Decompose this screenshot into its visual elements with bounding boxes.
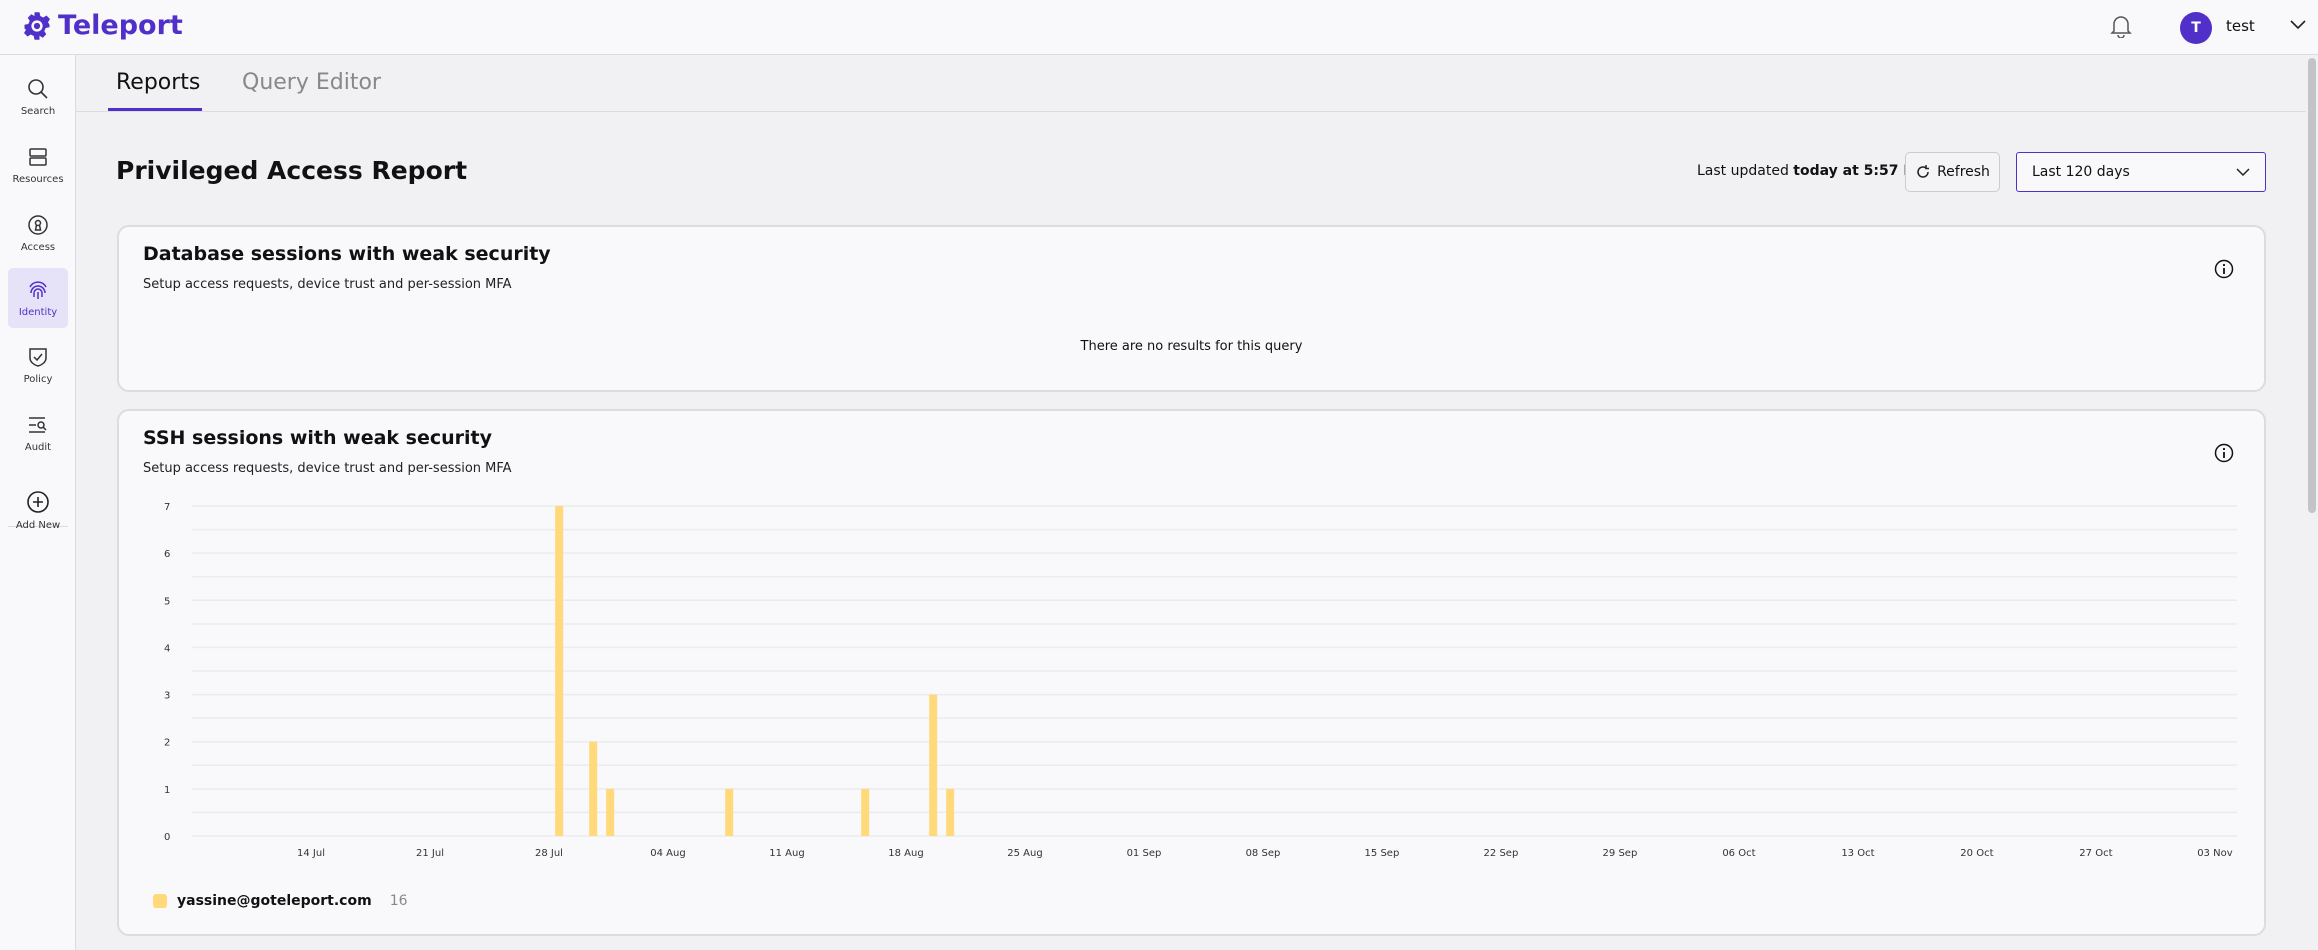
- last-updated-prefix: Last updated: [1697, 163, 1789, 179]
- x-tick-label: 28 Jul: [535, 848, 563, 859]
- sidebar-item-label: Identity: [18, 306, 58, 318]
- card-subtitle: Setup access requests, device trust and …: [143, 277, 512, 292]
- x-tick-label: 29 Sep: [1603, 848, 1638, 859]
- sidebar-item-audit[interactable]: Audit: [8, 403, 68, 463]
- x-tick-label: 18 Aug: [888, 848, 923, 859]
- bell-icon[interactable]: [2110, 14, 2132, 38]
- y-tick-label: 2: [164, 738, 170, 749]
- refresh-label: Refresh: [1937, 164, 1990, 180]
- info-icon[interactable]: [2214, 259, 2234, 279]
- refresh-icon: [1917, 165, 1930, 178]
- avatar[interactable]: T: [2180, 12, 2212, 44]
- ssh-sessions-card: SSH sessions with weak security Setup ac…: [117, 409, 2266, 936]
- chevron-down-icon[interactable]: [2290, 20, 2306, 30]
- bar: [861, 788, 870, 836]
- y-tick-label: 3: [164, 691, 170, 702]
- y-tick-label: 7: [164, 502, 170, 513]
- sidebar-item-access[interactable]: Access: [8, 203, 68, 263]
- x-tick-label: 04 Aug: [650, 848, 685, 859]
- sidebar-item-identity[interactable]: Identity: [8, 268, 68, 328]
- card-title: SSH sessions with weak security: [143, 427, 492, 449]
- info-icon[interactable]: [2214, 443, 2234, 463]
- server-icon: [29, 147, 47, 166]
- x-tick-label: 06 Oct: [1722, 848, 1755, 859]
- page-title: Privileged Access Report: [116, 156, 468, 185]
- card-subtitle: Setup access requests, device trust and …: [143, 461, 512, 476]
- sidebar-item-search[interactable]: Search: [8, 67, 68, 127]
- sidebar: Search Resources Access Identity Policy …: [0, 55, 76, 950]
- x-tick-label: 15 Sep: [1365, 848, 1400, 859]
- sidebar-item-label: Add New: [15, 519, 61, 531]
- keyhole-icon: [28, 214, 48, 235]
- empty-state: There are no results for this query: [1080, 339, 1303, 354]
- chevron-down-icon: [2236, 167, 2250, 176]
- y-tick-label: 1: [164, 785, 170, 796]
- top-bar: Teleport T test: [0, 0, 2318, 55]
- sidebar-item-label: Audit: [24, 441, 52, 453]
- x-tick-label: 21 Jul: [416, 848, 444, 859]
- sidebar-item-policy[interactable]: Policy: [8, 335, 68, 395]
- tab-query-editor[interactable]: Query Editor: [242, 70, 381, 95]
- legend-swatch: [153, 894, 167, 908]
- time-range-select[interactable]: Last 120 days: [2016, 152, 2266, 192]
- tab-bar: Reports Query Editor: [76, 55, 2306, 112]
- brand-name: Teleport: [58, 10, 183, 41]
- username[interactable]: test: [2226, 17, 2255, 35]
- x-tick-label: 03 Nov: [2197, 848, 2233, 859]
- fingerprint-icon: [29, 280, 47, 299]
- bar: [606, 788, 615, 836]
- x-tick-label: 11 Aug: [769, 848, 804, 859]
- x-tick-label: 08 Sep: [1246, 848, 1281, 859]
- x-tick-label: 27 Oct: [2079, 848, 2112, 859]
- bar: [946, 788, 955, 836]
- x-tick-label: 20 Oct: [1960, 848, 1993, 859]
- sidebar-divider: [8, 526, 68, 527]
- bar: [589, 741, 598, 836]
- last-updated-value: today at 5:57 PM: [1793, 163, 1928, 179]
- time-range-value: Last 120 days: [2032, 164, 2130, 180]
- tab-reports[interactable]: Reports: [116, 70, 201, 95]
- legend-series-name: yassine@goteleport.com: [177, 893, 372, 909]
- y-tick-label: 0: [164, 832, 170, 843]
- db-sessions-card: Database sessions with weak security Set…: [117, 225, 2266, 392]
- x-tick-label: 22 Sep: [1484, 848, 1519, 859]
- card-title: Database sessions with weak security: [143, 243, 551, 265]
- y-tick-label: 4: [164, 643, 170, 654]
- bar: [555, 506, 564, 836]
- x-tick-label: 14 Jul: [297, 848, 325, 859]
- bar: [725, 788, 734, 836]
- ssh-sessions-chart: 0 1 2 3 4 5 6 7 14 Jul 21 Jul 28 Jul 04 Aug 11 Aug 18…: [164, 502, 2237, 859]
- sidebar-item-label: Access: [20, 241, 56, 253]
- legend-series-total: 16: [389, 893, 408, 909]
- plus-circle-icon: [27, 490, 49, 513]
- sidebar-item-label: Search: [20, 105, 56, 117]
- bar: [929, 694, 938, 836]
- x-tick-label: 01 Sep: [1127, 848, 1162, 859]
- sidebar-item-label: Policy: [23, 373, 53, 385]
- refresh-button[interactable]: Refresh: [1905, 152, 2000, 192]
- active-tab-indicator: [108, 108, 202, 111]
- list-search-icon: [29, 416, 47, 433]
- y-tick-label: 6: [164, 549, 170, 560]
- last-updated: Last updated today at 5:57 PM: [1697, 163, 1928, 179]
- sidebar-item-resources[interactable]: Resources: [8, 135, 68, 195]
- chart-legend[interactable]: yassine@goteleport.com 16: [153, 893, 408, 909]
- teleport-logo[interactable]: Teleport: [22, 10, 183, 41]
- sidebar-item-add-new[interactable]: Add New: [8, 480, 68, 540]
- gear-logo-icon: [24, 11, 50, 40]
- x-tick-label: 13 Oct: [1841, 848, 1874, 859]
- sidebar-item-label: Resources: [12, 173, 64, 185]
- search-icon: [28, 78, 48, 99]
- x-tick-label: 25 Aug: [1007, 848, 1042, 859]
- y-tick-label: 5: [164, 596, 170, 607]
- shield-check-icon: [29, 347, 47, 367]
- scrollbar[interactable]: [2308, 58, 2316, 513]
